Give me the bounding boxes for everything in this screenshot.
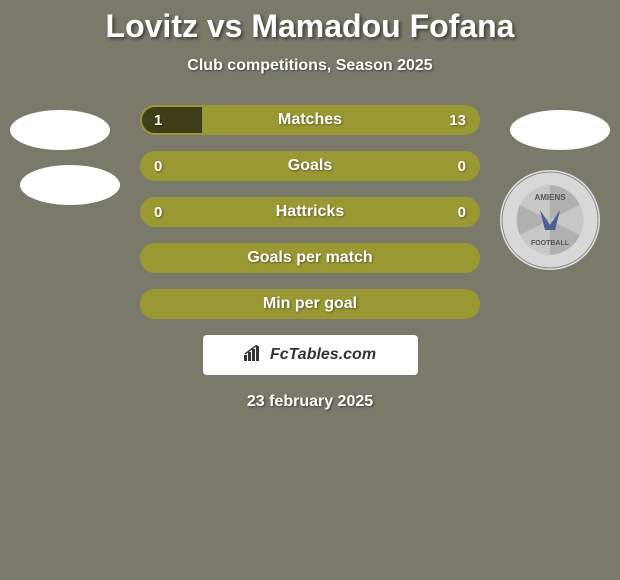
player-right-avatar [510,110,610,150]
stat-row-goals-per-match: Goals per match [140,243,480,273]
stat-label: Matches [142,107,478,133]
watermark-text: FcTables.com [270,346,376,364]
team-right-logo: AMIENS FOOTBALL [500,170,600,270]
stat-label: Min per goal [142,291,478,317]
stat-row-matches: 1 Matches 13 [140,105,480,135]
player-left-avatar [10,110,110,150]
page-title: Lovitz vs Mamadou Fofana [0,0,620,45]
stat-label: Goals [142,153,478,179]
stat-label: Goals per match [142,245,478,271]
subtitle: Club competitions, Season 2025 [0,57,620,75]
date-text: 23 february 2025 [0,393,620,411]
stat-label: Hattricks [142,199,478,225]
stat-row-hattricks: 0 Hattricks 0 [140,197,480,227]
watermark: FcTables.com [203,335,418,375]
svg-text:AMIENS: AMIENS [534,193,566,202]
comparison-content: AMIENS FOOTBALL 1 Matches 13 0 Goals 0 0… [0,105,620,411]
chart-icon [244,345,264,366]
stat-row-goals: 0 Goals 0 [140,151,480,181]
team-left-logo [20,165,120,205]
stat-value-right: 13 [449,107,466,133]
stat-value-right: 0 [458,153,466,179]
svg-text:FOOTBALL: FOOTBALL [531,240,570,247]
stat-value-right: 0 [458,199,466,225]
stat-row-min-per-goal: Min per goal [140,289,480,319]
